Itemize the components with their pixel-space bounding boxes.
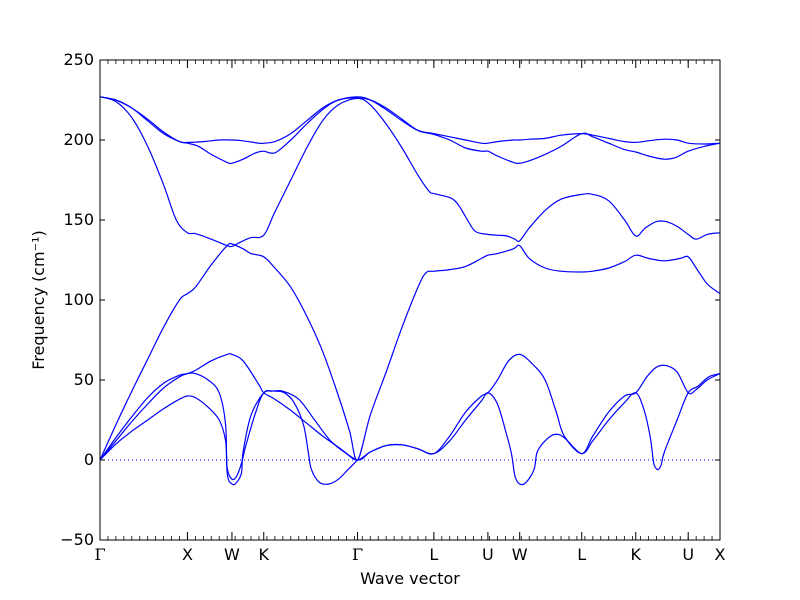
- y-tick-label: −50: [60, 530, 94, 549]
- series-line-5: [100, 96, 720, 248]
- series-line-7: [100, 96, 720, 145]
- series-line-2: [100, 353, 720, 486]
- x-axis-label: Wave vector: [360, 569, 460, 588]
- x-tick-label: X: [182, 545, 193, 564]
- y-axis-label: Frequency (cm⁻¹): [29, 230, 48, 369]
- y-axis: −50 0 50 100 150 200 250: [60, 50, 720, 549]
- x-tick-label: K: [258, 545, 269, 564]
- x-tick-label: U: [682, 545, 694, 564]
- y-tick-label: 250: [63, 50, 94, 69]
- y-tick-label: 50: [74, 370, 94, 389]
- series-line-4: [100, 242, 720, 461]
- series-group: [100, 96, 720, 486]
- x-tick-label: Γ: [352, 545, 363, 564]
- x-tick-label: Γ: [94, 545, 105, 564]
- y-tick-label: 0: [84, 450, 94, 469]
- y-tick-label: 150: [63, 210, 94, 229]
- x-tick-label: W: [224, 545, 240, 564]
- minor-ticks: [99, 60, 721, 540]
- x-tick-label: L: [577, 545, 586, 564]
- x-tick-label: W: [512, 545, 528, 564]
- series-line-3: [100, 390, 358, 485]
- x-tick-label: X: [715, 545, 726, 564]
- x-tick-label: L: [429, 545, 438, 564]
- y-tick-label: 100: [63, 290, 94, 309]
- x-tick-label: K: [630, 545, 641, 564]
- plot-background: [100, 60, 720, 540]
- x-tick-label: U: [482, 545, 494, 564]
- y-tick-label: 200: [63, 130, 94, 149]
- series-line-6: [100, 96, 720, 165]
